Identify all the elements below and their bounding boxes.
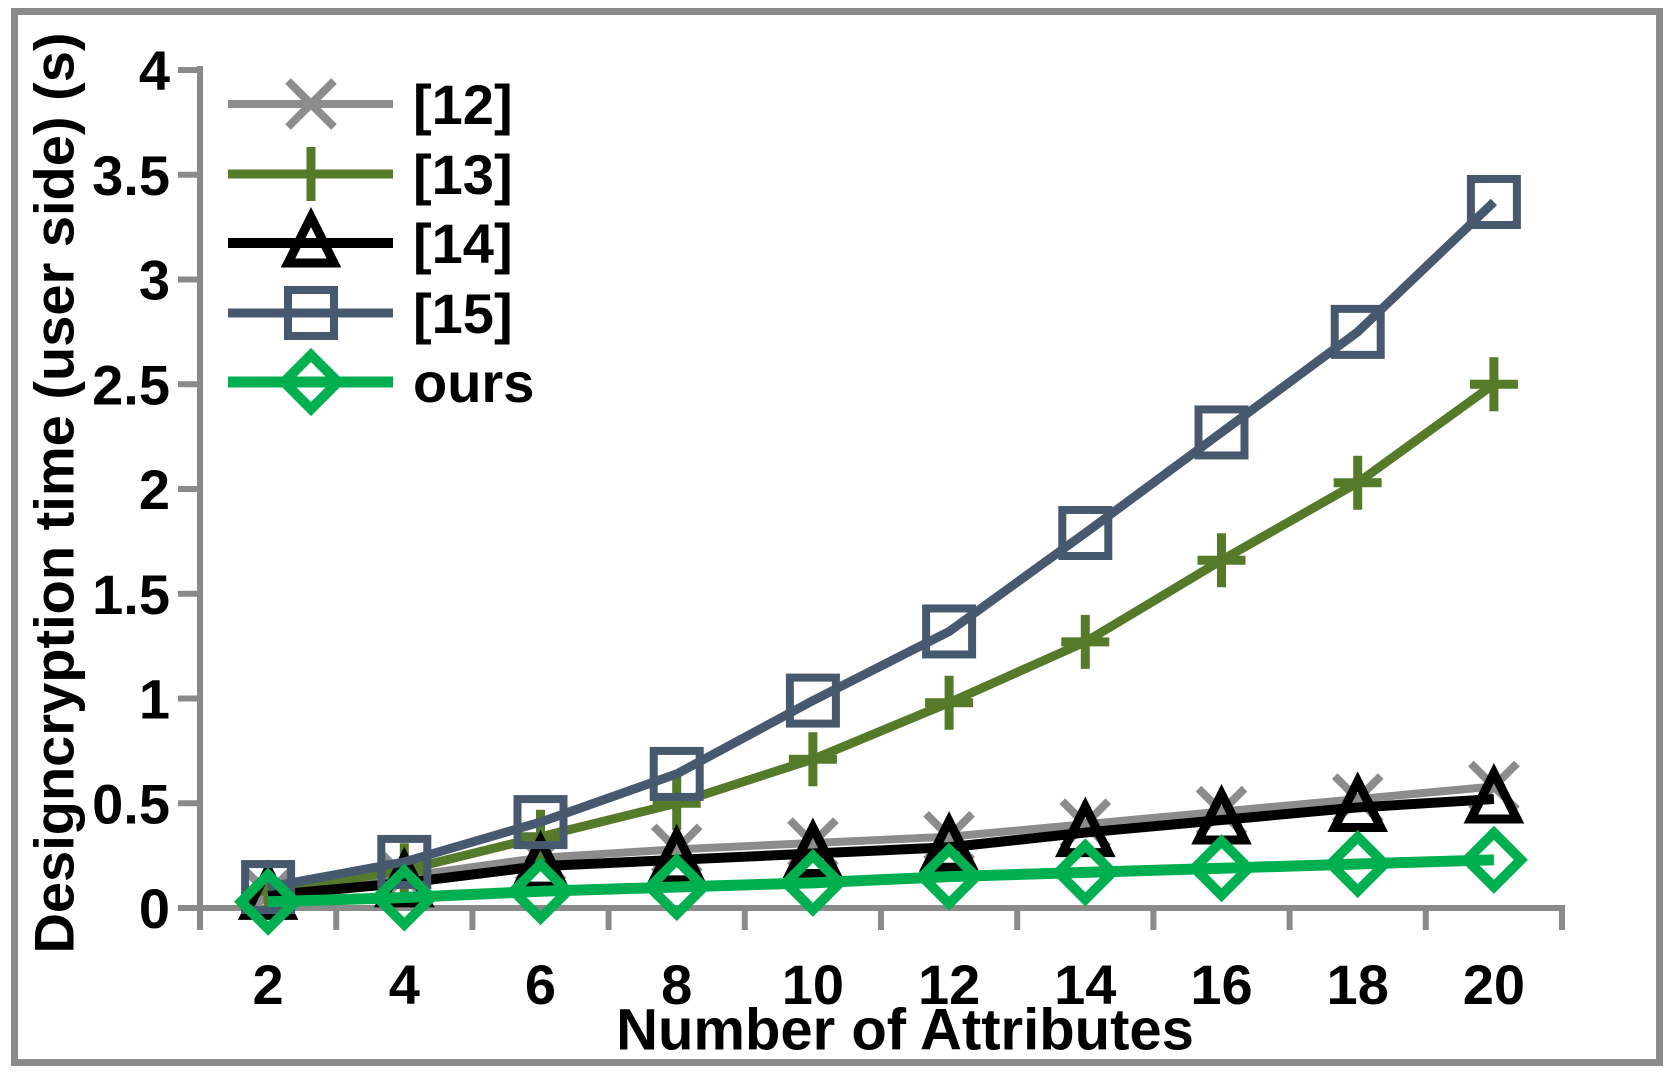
square-marker-icon — [1058, 505, 1113, 560]
triangle-marker-icon — [1327, 771, 1388, 832]
x-tick-label: 20 — [1463, 953, 1525, 1016]
legend-label: [12] — [413, 73, 513, 136]
square-marker-icon — [1330, 304, 1385, 359]
y-tick-label: 3 — [139, 249, 170, 312]
square-marker-icon — [649, 746, 704, 801]
plus-marker-icon — [1469, 357, 1518, 412]
y-tick-label: 2.5 — [92, 353, 170, 416]
square-marker-icon — [1194, 405, 1249, 460]
x-tick-label: 10 — [782, 953, 844, 1016]
x-tick-label: 14 — [1054, 953, 1116, 1016]
square-marker-icon — [284, 286, 338, 340]
x-axis-title: Number of Attributes — [616, 997, 1194, 1063]
x-tick-label: 16 — [1190, 953, 1252, 1016]
series-line — [267, 854, 1495, 908]
legend: [12] [13][14] [15]ours — [228, 73, 534, 417]
triangle-marker-icon — [918, 811, 980, 872]
plus-marker-icon — [287, 147, 335, 201]
figure-border — [11, 8, 1663, 1066]
series-13 — [244, 357, 1518, 919]
legend-item-ours: ours — [228, 347, 534, 417]
x-tick-label: 4 — [389, 953, 420, 1016]
plus-marker-icon — [788, 732, 837, 787]
legend-item-13: [13] — [228, 143, 513, 206]
legend-item-14: [14] — [228, 206, 513, 275]
series-line — [267, 380, 1497, 896]
plus-marker-icon — [1197, 533, 1246, 588]
y-tick-label: 3.5 — [92, 144, 170, 207]
x-tick-label: 18 — [1327, 953, 1389, 1016]
legend-item-12: [12] — [228, 73, 513, 136]
triangle-marker-icon — [782, 817, 844, 879]
plus-marker-icon — [1061, 614, 1110, 669]
x-tick-label: 2 — [253, 953, 284, 1016]
legend-label: ours — [413, 351, 534, 414]
y-tick-label: 0 — [139, 877, 170, 940]
plus-marker-icon — [652, 776, 701, 831]
square-marker-icon — [513, 795, 568, 850]
series-line — [267, 782, 1495, 898]
y-tick-label: 2 — [139, 458, 170, 521]
square-marker-icon — [377, 834, 432, 889]
plus-marker-icon — [925, 675, 974, 730]
triangle-marker-icon — [280, 206, 342, 268]
plus-marker-icon — [1333, 455, 1382, 510]
diamond-marker-icon — [915, 842, 984, 911]
square-marker-icon — [922, 604, 977, 659]
diamond-marker-icon — [370, 863, 439, 932]
diamond-marker-icon — [506, 857, 575, 926]
triangle-marker-icon — [1055, 796, 1116, 858]
x-tick-label: 8 — [661, 953, 692, 1016]
square-marker-icon — [785, 673, 840, 728]
square-marker-icon — [1466, 174, 1521, 229]
legend-label: [15] — [413, 282, 513, 345]
y-tick-label: 1 — [139, 668, 170, 731]
legend-label: [13] — [413, 143, 513, 206]
diamond-marker-icon — [234, 867, 303, 936]
series-line — [267, 198, 1498, 892]
diamond-marker-icon — [778, 848, 847, 917]
triangle-marker-icon — [646, 823, 707, 885]
y-tick-label: 1.5 — [92, 563, 170, 626]
diamond-marker-icon — [1051, 838, 1120, 907]
series-line — [267, 794, 1495, 901]
diamond-marker-icon — [1459, 825, 1528, 894]
series-ours — [234, 825, 1528, 936]
diamond-marker-icon — [1187, 834, 1256, 903]
diamond-marker-icon — [276, 347, 346, 417]
legend-label: [14] — [413, 212, 513, 275]
y-tick-label: 4 — [139, 39, 170, 102]
y-tick-label: 0.5 — [92, 772, 170, 835]
diamond-marker-icon — [642, 852, 711, 922]
y-axis-title: Designcryption time (user side) (s) — [22, 32, 86, 954]
legend-item-15: [15] — [228, 282, 513, 345]
x-tick-label: 12 — [918, 953, 980, 1016]
x-tick-label: 6 — [525, 953, 556, 1016]
diamond-marker-icon — [1323, 829, 1392, 899]
square-marker-icon — [241, 860, 296, 915]
series-15 — [241, 174, 1521, 915]
x-cross-marker-icon — [285, 78, 337, 130]
triangle-marker-icon — [1463, 762, 1525, 824]
